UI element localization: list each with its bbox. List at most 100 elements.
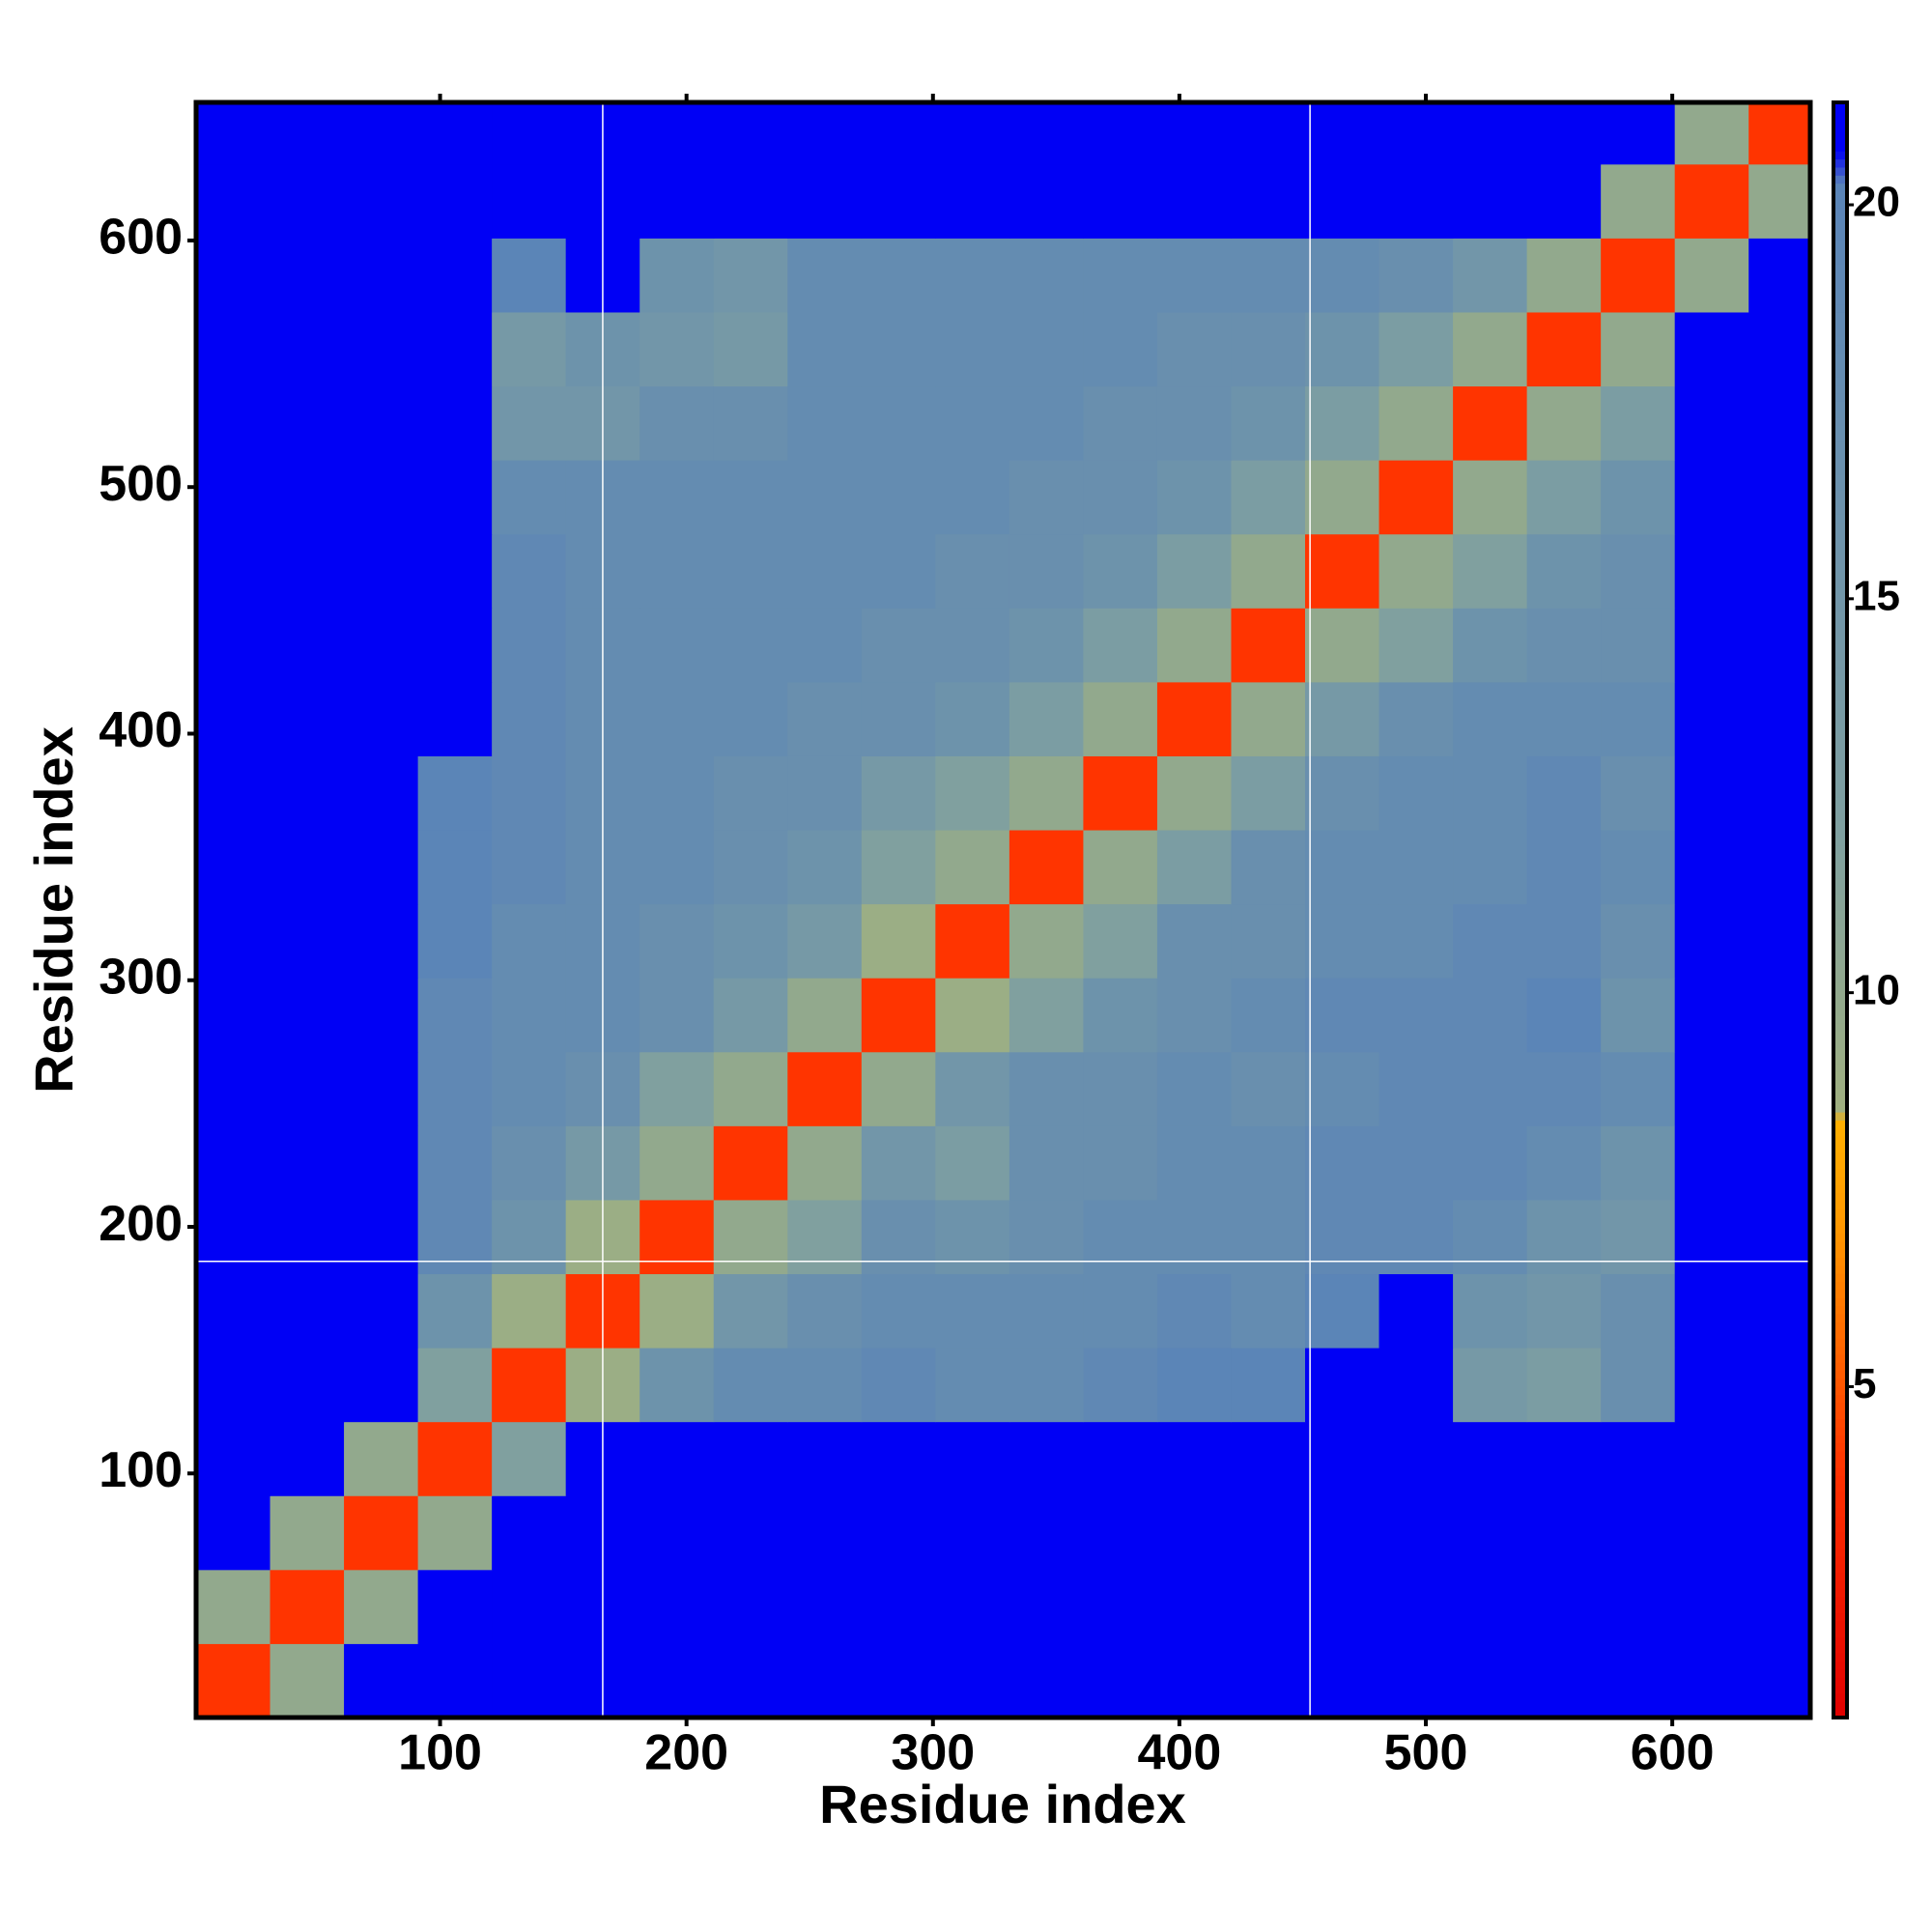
colorbar-slice: [1833, 627, 1847, 637]
heatmap-cell: [344, 460, 419, 535]
colorbar-slice: [1833, 1668, 1847, 1678]
colorbar-slice: [1833, 829, 1847, 838]
heatmap-cell: [1231, 978, 1306, 1053]
heatmap-cell: [1526, 1643, 1602, 1718]
heatmap-cell: [492, 830, 567, 905]
colorbar-slice: [1833, 1063, 1847, 1072]
heatmap-cell: [639, 1348, 715, 1423]
colorbar-slice: [1833, 360, 1847, 370]
heatmap-cell: [270, 163, 345, 239]
heatmap-cell: [1156, 681, 1232, 756]
heatmap-cell: [1231, 311, 1306, 387]
colorbar-slice: [1833, 1435, 1847, 1444]
heatmap-cell: [492, 1643, 567, 1718]
heatmap-cell: [1083, 681, 1158, 756]
heatmap-cell: [1378, 1569, 1454, 1644]
heatmap-cell: [196, 385, 271, 461]
colorbar-slice: [1833, 1264, 1847, 1274]
heatmap-cell: [1231, 533, 1306, 609]
heatmap: [196, 102, 1810, 1718]
y-tick-label: 600: [99, 210, 183, 266]
colorbar-slice: [1833, 166, 1847, 176]
heatmap-cell: [492, 608, 567, 683]
heatmap-cell: [1305, 1125, 1380, 1201]
colorbar-slice: [1833, 1540, 1847, 1549]
heatmap-cell: [1748, 533, 1810, 609]
heatmap-cell: [935, 830, 1010, 905]
heatmap-cell: [270, 311, 345, 387]
y-tick-label: 200: [99, 1196, 183, 1252]
heatmap-cell: [1601, 830, 1676, 905]
colorbar-tick-label: 15: [1853, 572, 1900, 619]
heatmap-cell: [1674, 102, 1749, 165]
heatmap-cell: [492, 533, 567, 609]
heatmap-cell: [1083, 1051, 1158, 1126]
colorbar-slice: [1833, 837, 1847, 846]
heatmap-cell: [713, 1125, 788, 1201]
heatmap-cell: [1601, 1273, 1676, 1349]
colorbar-slice: [1833, 1442, 1847, 1452]
colorbar-slice: [1833, 643, 1847, 653]
colorbar-slice: [1833, 1038, 1847, 1048]
heatmap-cell: [1009, 903, 1084, 979]
heatmap-cell: [639, 1051, 715, 1126]
heatmap-cell: [1674, 830, 1749, 905]
colorbar-slice: [1833, 1491, 1847, 1500]
heatmap-cell: [1231, 830, 1306, 905]
heatmap-cell: [417, 1643, 493, 1718]
colorbar-slice: [1833, 1588, 1847, 1598]
colorbar-slice: [1833, 255, 1847, 265]
heatmap-cell: [417, 1199, 493, 1275]
colorbar-slice: [1833, 247, 1847, 257]
colorbar-slice: [1833, 231, 1847, 241]
heatmap-cell: [639, 1273, 715, 1349]
heatmap-cell: [1156, 1348, 1232, 1423]
colorbar-slice: [1833, 1249, 1847, 1259]
heatmap-cell: [1378, 163, 1454, 239]
heatmap-cell: [1526, 533, 1602, 609]
heatmap-cell: [417, 311, 493, 387]
heatmap-cell: [787, 1643, 863, 1718]
heatmap-cell: [417, 681, 493, 756]
heatmap-cell: [1748, 755, 1810, 831]
heatmap-cell: [1601, 1569, 1676, 1644]
colorbar-slice: [1833, 1548, 1847, 1557]
x-tick-label: 100: [398, 1725, 482, 1781]
heatmap-cell: [1156, 385, 1232, 461]
heatmap-cell: [639, 608, 715, 683]
heatmap-cell: [1748, 102, 1810, 165]
heatmap-cell: [270, 755, 345, 831]
heatmap-cell: [861, 102, 936, 165]
colorbar-slice: [1833, 861, 1847, 870]
heatmap-cell: [639, 1125, 715, 1201]
colorbar-slice: [1833, 885, 1847, 895]
heatmap-cell: [1601, 681, 1676, 756]
heatmap-cell: [1156, 1569, 1232, 1644]
heatmap-cell: [417, 755, 493, 831]
heatmap-cell: [492, 755, 567, 831]
heatmap-cell: [1601, 755, 1676, 831]
heatmap-cell: [713, 1495, 788, 1571]
heatmap-cell: [1305, 238, 1380, 313]
colorbar-slice: [1833, 894, 1847, 903]
colorbar-slice: [1833, 619, 1847, 628]
heatmap-cell: [1378, 102, 1454, 165]
heatmap-cell: [713, 903, 788, 979]
colorbar-slice: [1833, 821, 1847, 830]
heatmap-cell: [787, 460, 863, 535]
heatmap-cell: [861, 830, 936, 905]
heatmap-cell: [1674, 978, 1749, 1053]
heatmap-cell: [787, 1051, 863, 1126]
heatmap-cell: [270, 102, 345, 165]
heatmap-cell: [196, 830, 271, 905]
heatmap-cell: [344, 1051, 419, 1126]
heatmap-cell: [492, 1348, 567, 1423]
heatmap-cell: [492, 1051, 567, 1126]
heatmap-cell: [1009, 1125, 1084, 1201]
colorbar-slice: [1833, 668, 1847, 677]
heatmap-cell: [1674, 755, 1749, 831]
heatmap-cell: [1526, 903, 1602, 979]
heatmap-cell: [1009, 238, 1084, 313]
heatmap-cell: [861, 460, 936, 535]
